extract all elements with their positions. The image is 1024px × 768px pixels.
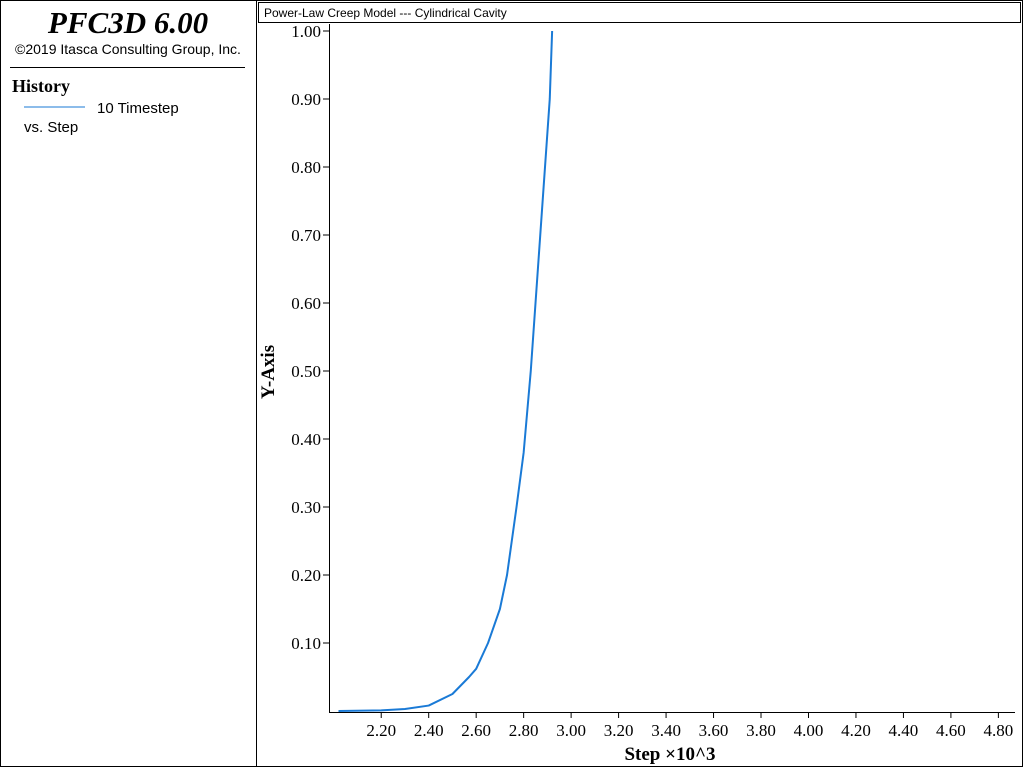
- legend-title: History: [12, 76, 70, 96]
- y-tick-label: 0.30: [291, 498, 321, 517]
- copyright: ©2019 Itasca Consulting Group, Inc.: [15, 41, 241, 57]
- x-tick-label: 4.00: [794, 721, 824, 740]
- y-tick-label: 0.50: [291, 362, 321, 381]
- x-tick-label: 3.80: [746, 721, 776, 740]
- x-tick-label: 2.40: [414, 721, 444, 740]
- x-axis-label: Step ×10^3: [624, 744, 715, 765]
- y-tick-label: 0.90: [291, 90, 321, 109]
- legend-note: vs. Step: [24, 119, 78, 136]
- series-line: [338, 30, 554, 712]
- legend-label: 10 Timestep: [97, 100, 179, 117]
- chart-title: Power-Law Creep Model --- Cylindrical Ca…: [264, 6, 507, 20]
- x-tick-label: 4.80: [984, 721, 1014, 740]
- x-tick-label: 4.60: [936, 721, 966, 740]
- y-tick-label: 0.20: [291, 566, 321, 585]
- x-tick-label: 3.60: [699, 721, 729, 740]
- y-tick-label: 0.60: [291, 294, 321, 313]
- title-bar: [258, 2, 1021, 23]
- x-tick-label: 3.20: [604, 721, 634, 740]
- app-title: PFC3D 6.00: [47, 5, 208, 40]
- x-tick-label: 3.00: [556, 721, 586, 740]
- x-tick-label: 2.60: [461, 721, 491, 740]
- x-tick-label: 2.20: [366, 721, 396, 740]
- y-tick-label: 1.00: [291, 22, 321, 41]
- y-tick-label: 0.40: [291, 430, 321, 449]
- y-tick-label: 0.70: [291, 226, 321, 245]
- x-tick-label: 3.40: [651, 721, 681, 740]
- x-tick-label: 4.40: [889, 721, 919, 740]
- y-tick-label: 0.80: [291, 158, 321, 177]
- y-tick-label: 0.10: [291, 634, 321, 653]
- y-axis-label: Y-Axis: [258, 345, 279, 399]
- x-tick-label: 2.80: [509, 721, 539, 740]
- x-tick-label: 4.20: [841, 721, 871, 740]
